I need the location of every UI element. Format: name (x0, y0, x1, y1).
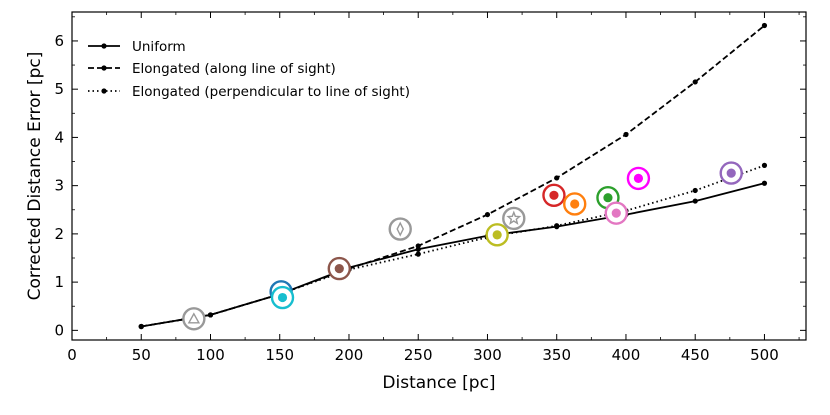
x-tick-label: 400 (612, 346, 641, 364)
series-point-0 (761, 180, 768, 186)
x-tick-label: 100 (196, 346, 225, 364)
legend-marker (101, 65, 107, 71)
legend-marker (101, 88, 107, 94)
legend-label-elongated-along: Elongated (along line of sight) (132, 61, 336, 77)
y-tick-label: 2 (54, 225, 64, 243)
highlighted-points (182, 161, 743, 331)
highlight-ring (388, 217, 412, 241)
series-point-2 (415, 251, 421, 257)
series-line-0 (141, 182, 765, 328)
star-marker (506, 210, 522, 225)
y-tick-label: 3 (54, 177, 64, 195)
highlight-dot (549, 190, 559, 200)
x-tick-label: 250 (404, 346, 433, 364)
x-tick-label: 350 (542, 346, 571, 364)
highlight-dot (570, 199, 580, 209)
y-tick-label: 5 (54, 80, 64, 98)
highlight-ring (502, 206, 526, 231)
axis-ticks: 0 50 100 150 200 250 300 350 400 450 500 0 1 2 3 4 5 6 (54, 12, 806, 364)
highlight-dot (726, 168, 736, 178)
highlight-dot (492, 230, 502, 240)
series-line-1 (141, 24, 766, 328)
series-point-1 (415, 243, 421, 249)
legend-marker (101, 43, 107, 49)
x-tick-label: 0 (67, 346, 77, 364)
series-point-2 (554, 223, 560, 229)
series-point-1 (554, 175, 560, 181)
x-tick-label: 300 (473, 346, 502, 364)
highlight-dot (633, 173, 644, 184)
x-tick-label: 450 (681, 346, 710, 364)
series-point-2 (761, 162, 768, 168)
y-tick-label: 1 (54, 273, 64, 291)
series-point-0 (692, 198, 698, 204)
x-tick-label: 50 (132, 346, 151, 364)
legend: Uniform Elongated (along line of sight) … (88, 39, 410, 100)
highlight-dot (277, 292, 288, 303)
y-tick-label: 6 (54, 32, 64, 50)
series-point-2 (138, 323, 144, 330)
series-point-1 (623, 131, 629, 138)
highlight-dot (611, 208, 621, 218)
x-axis-label: Distance [pc] (382, 373, 495, 393)
legend-label-elongated-perpendicular: Elongated (perpendicular to line of sigh… (132, 84, 410, 100)
series-point-2 (692, 187, 698, 194)
highlight-dot (603, 193, 613, 203)
plot-frame (71, 11, 807, 341)
y-axis-label: Corrected Distance Error [pc] (25, 52, 45, 301)
series-point-1 (692, 79, 698, 85)
series-point-1 (484, 211, 491, 218)
series-point-1 (761, 22, 768, 29)
y-tick-label: 0 (54, 321, 64, 339)
highlight-ring (182, 307, 206, 331)
x-tick-label: 500 (750, 346, 779, 364)
series-line-2 (141, 164, 765, 328)
y-tick-label: 4 (54, 128, 64, 146)
triangle-marker (187, 312, 201, 324)
legend-label-uniform: Uniform (132, 39, 186, 55)
x-tick-label: 150 (265, 346, 294, 364)
diamond-marker (396, 221, 405, 237)
highlight-dot (334, 264, 344, 274)
series-point-2 (207, 312, 214, 318)
x-tick-label: 200 (335, 346, 364, 364)
